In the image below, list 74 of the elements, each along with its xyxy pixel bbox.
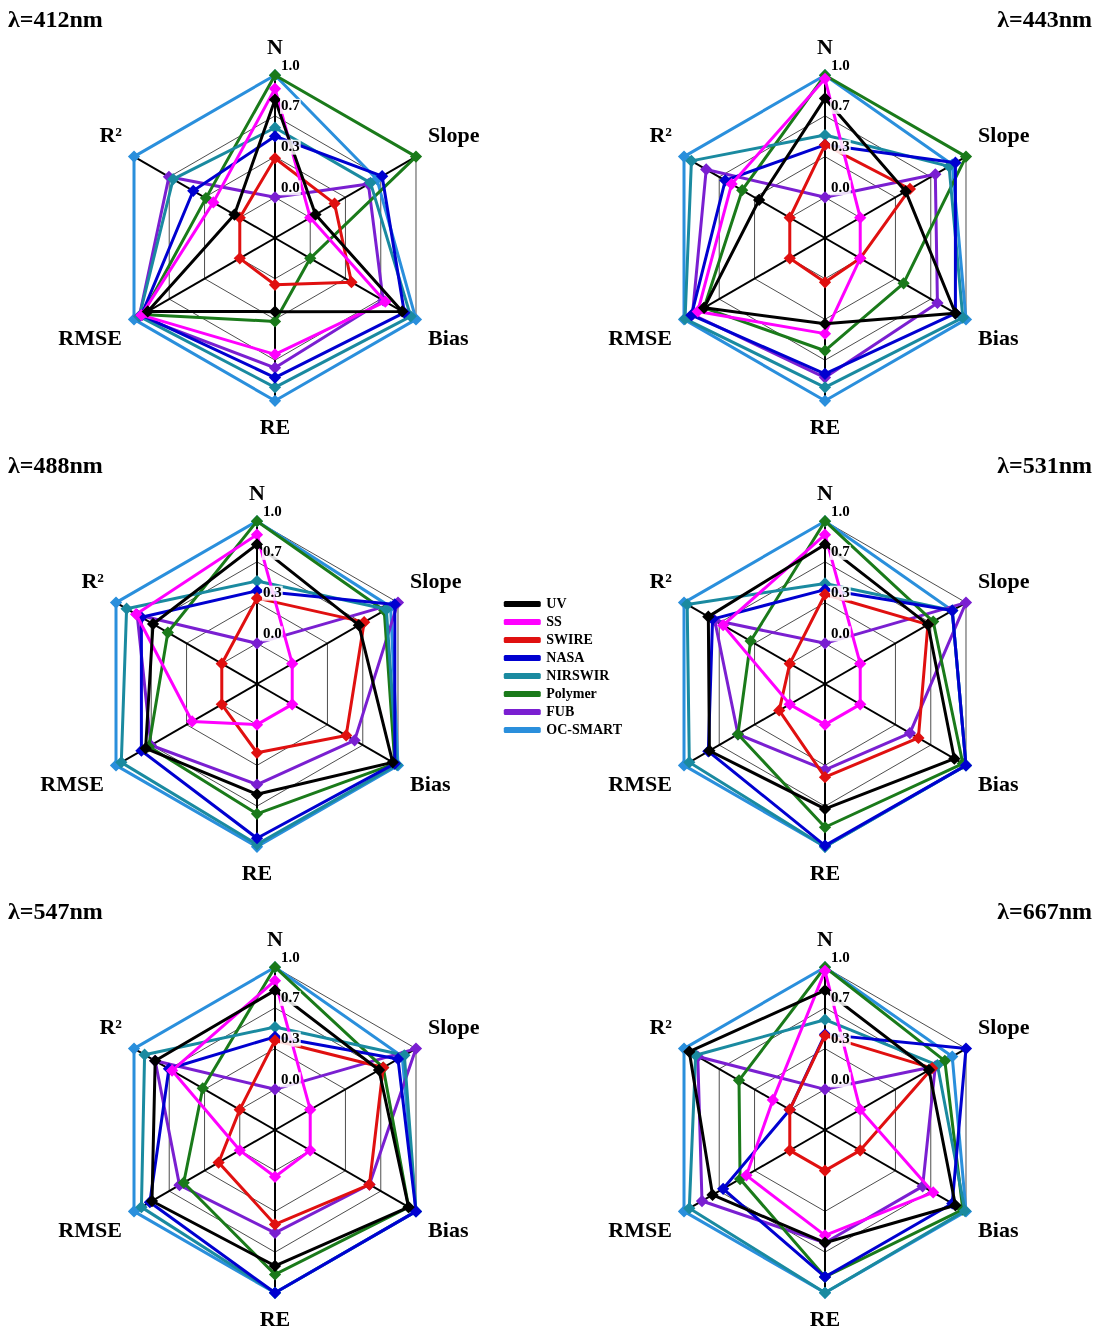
y-tick-label: 0.3 (263, 584, 282, 601)
y-tick-label: 0.0 (831, 1070, 850, 1087)
spoke-label: R² (649, 1014, 673, 1040)
spoke-label: Bias (978, 771, 1019, 797)
spoke-label: N (249, 479, 266, 505)
y-tick-label: 0.7 (831, 543, 851, 560)
legend-label: NASA (546, 649, 586, 665)
chart-title: λ=488nm (8, 451, 103, 478)
y-tick-label: 0.7 (281, 989, 301, 1006)
y-tick-label: 0.7 (263, 543, 283, 560)
spoke-label: Bias (978, 325, 1019, 351)
spoke-label: Slope (978, 568, 1030, 594)
chart-title: λ=531nm (997, 451, 1092, 478)
spoke-label: N (817, 479, 834, 505)
spoke-label: RE (809, 1305, 841, 1328)
chart-title: λ=443nm (997, 5, 1092, 32)
legend-label: SS (546, 613, 563, 629)
y-tick-label: 1.0 (831, 948, 850, 965)
y-tick-label: 0.0 (831, 624, 850, 641)
spoke-label: RMSE (608, 325, 672, 351)
spoke-label: R² (99, 1014, 123, 1040)
y-tick-label: 0.3 (281, 138, 300, 155)
legend-label: UV (546, 595, 567, 611)
spoke-label: RE (259, 1305, 291, 1328)
legend-label: SWIRE (546, 631, 593, 647)
spoke-label: Bias (978, 1217, 1019, 1243)
y-tick-label: 1.0 (831, 502, 850, 519)
y-tick-label: 0.0 (831, 178, 850, 195)
y-tick-label: 0.3 (831, 138, 850, 155)
legend-label: NIRSWIR (546, 667, 611, 683)
legend-label: FUB (546, 703, 575, 719)
spoke-label: RE (241, 859, 273, 885)
y-tick-label: 1.0 (831, 56, 850, 73)
spoke-label: Bias (428, 1217, 469, 1243)
spoke-label: RMSE (58, 325, 122, 351)
y-tick-label: 1.0 (263, 502, 282, 519)
y-tick-label: 0.7 (831, 989, 851, 1006)
spoke-label: R² (81, 568, 105, 594)
y-tick-label: 0.0 (281, 178, 300, 195)
spoke-label: Slope (978, 1014, 1030, 1040)
spoke-label: N (267, 33, 284, 59)
legend-label: OC-SMART (546, 721, 623, 737)
spoke-label: N (817, 925, 834, 951)
spoke-label: RE (809, 859, 841, 885)
spoke-label: RE (809, 413, 841, 439)
spoke-label: Slope (428, 1014, 480, 1040)
spoke-label: R² (649, 122, 673, 148)
spoke-label: Slope (410, 568, 462, 594)
spoke-label: R² (99, 122, 123, 148)
legend-label: Polymer (546, 685, 597, 701)
spoke-label: N (817, 33, 834, 59)
y-tick-label: 0.3 (831, 584, 850, 601)
y-tick-label: 0.0 (263, 624, 282, 641)
spoke-label: N (267, 925, 284, 951)
chart-title: λ=412nm (8, 5, 103, 32)
spoke-label: RMSE (608, 771, 672, 797)
y-tick-label: 0.7 (281, 97, 301, 114)
spoke-label: RE (259, 413, 291, 439)
y-tick-label: 0.7 (831, 97, 851, 114)
spoke-label: R² (649, 568, 673, 594)
y-tick-label: 0.3 (831, 1030, 850, 1047)
y-tick-label: 0.0 (281, 1070, 300, 1087)
spoke-label: RMSE (40, 771, 104, 797)
spoke-label: Bias (410, 771, 451, 797)
spoke-label: RMSE (608, 1217, 672, 1243)
chart-title: λ=547nm (8, 897, 103, 924)
y-tick-label: 1.0 (281, 948, 300, 965)
spoke-label: Bias (428, 325, 469, 351)
spoke-label: Slope (428, 122, 480, 148)
spoke-label: Slope (978, 122, 1030, 148)
spoke-label: RMSE (58, 1217, 122, 1243)
chart-title: λ=667nm (997, 897, 1092, 924)
y-tick-label: 0.3 (281, 1030, 300, 1047)
y-tick-label: 1.0 (281, 56, 300, 73)
